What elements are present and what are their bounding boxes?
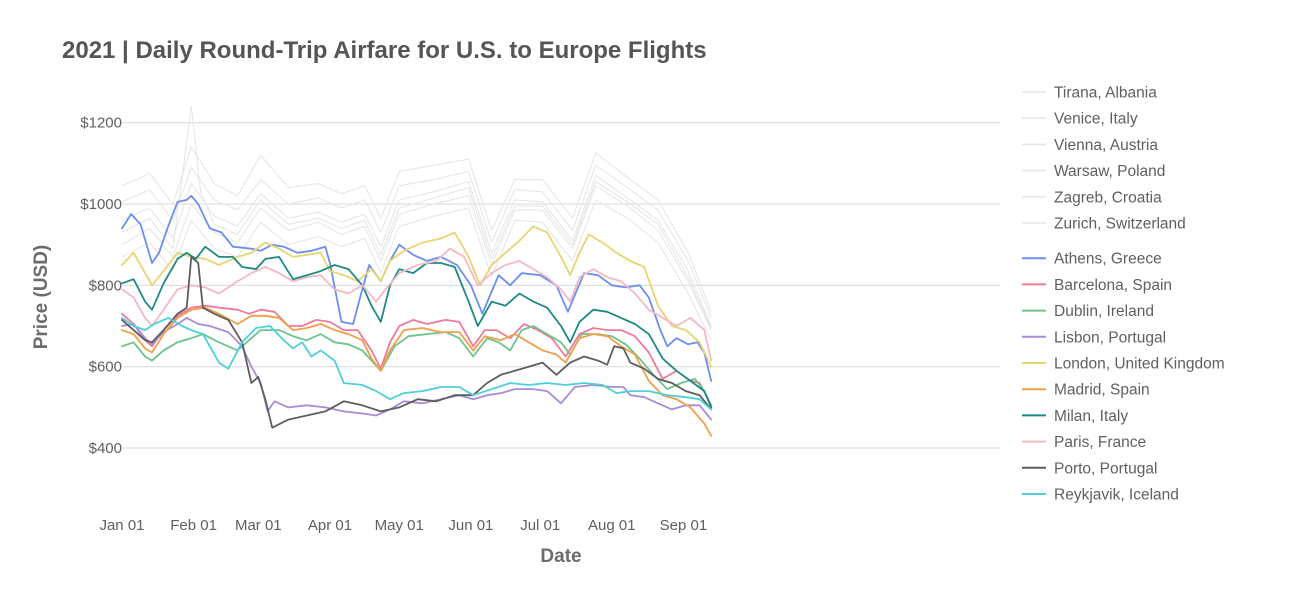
series-line-vienna-austria [121,174,712,327]
series-line-lisbon-portugal [121,317,713,421]
x-tick-label: Mar 01 [235,517,282,534]
legend-label: Venice, Italy [1054,111,1138,128]
series-line-athens-greece [121,194,713,382]
series-line-tirana-albania [121,164,712,319]
x-tick-label: Jul 01 [520,517,560,534]
legend: Tirana, Albania Venice, Italy Vienna, Aust… [1022,85,1225,504]
x-tick-label: Aug 01 [588,517,636,534]
series-line-dublin-ireland [121,325,713,407]
legend-label: Athens, Greece [1054,251,1162,268]
x-tick-label: Jan 01 [99,517,144,534]
background-series [121,105,712,341]
series-line-venice-italy [121,185,712,331]
series-line-warsaw-poland [121,199,712,341]
legend-item-warsaw-poland[interactable]: Warsaw, Poland [1022,163,1165,180]
y-axis: $400 $600 $800 $1000 $1200 [80,115,122,457]
series-line-porto-portugal [121,255,713,429]
x-axis: Jan 01 Feb 01 Mar 01 Apr 01 May 01 Jun 01 Jul … [99,517,707,534]
x-axis-title: Date [540,546,581,567]
legend-label: Zagreb, Croatia [1054,189,1162,206]
legend-label: Tirana, Albania [1054,85,1157,102]
legend-item-lisbon-portugal[interactable]: Lisbon, Portugal [1022,329,1166,346]
y-tick-label: $1000 [80,196,122,213]
x-tick-label: Jun 01 [448,517,493,534]
legend-label: Dublin, Ireland [1054,303,1154,320]
x-tick-label: Apr 01 [308,517,352,534]
series-line-paris-france [121,247,713,362]
series-line-barcelona-spain [121,304,713,407]
legend-item-milan-italy[interactable]: Milan, Italy [1022,408,1128,425]
y-tick-label: $600 [89,359,122,376]
x-tick-label: Feb 01 [170,517,217,534]
legend-item-london-united-kingdom[interactable]: London, United Kingdom [1022,356,1225,373]
series-line-london-united-kingdom [121,225,713,368]
legend-label: Zurich, Switzerland [1054,216,1186,233]
legend-item-reykjavik-iceland[interactable]: Reykjavik, Iceland [1022,487,1179,504]
legend-label: Reykjavik, Iceland [1054,487,1179,504]
legend-item-barcelona-spain[interactable]: Barcelona, Spain [1022,277,1172,294]
legend-label: Madrid, Spain [1054,382,1150,399]
x-tick-label: Sep 01 [660,517,708,534]
series-line-milan-italy [121,245,713,409]
y-tick-label: $400 [89,440,122,457]
legend-label: Porto, Portugal [1054,460,1157,477]
series-line-zagreb-croatia [121,146,712,313]
gridlines [122,122,1000,449]
legend-label: Milan, Italy [1054,408,1128,425]
legend-label: Paris, France [1054,434,1146,451]
legend-label: Vienna, Austria [1054,137,1158,154]
legend-label: Barcelona, Spain [1054,277,1172,294]
legend-label: Lisbon, Portugal [1054,329,1166,346]
x-tick-label: May 01 [375,517,424,534]
legend-item-dublin-ireland[interactable]: Dublin, Ireland [1022,303,1154,320]
y-tick-label: $800 [89,277,122,294]
legend-label: Warsaw, Poland [1054,163,1165,180]
series-line-reykjavik-iceland [121,317,713,411]
legend-item-zurich-switzerland[interactable]: Zurich, Switzerland [1022,216,1186,233]
legend-item-paris-france[interactable]: Paris, France [1022,434,1146,451]
legend-item-venice-italy[interactable]: Venice, Italy [1022,111,1138,128]
series-line-zurich-switzerland [121,105,712,329]
legend-item-tirana-albania[interactable]: Tirana, Albania [1022,85,1157,102]
y-axis-title: Price (USD) [31,245,52,350]
series-line-madrid-spain [121,306,713,437]
legend-item-athens-greece[interactable]: Athens, Greece [1022,251,1162,268]
legend-item-zagreb-croatia[interactable]: Zagreb, Croatia [1022,189,1162,206]
chart-title: 2021 | Daily Round-Trip Airfare for U.S.… [62,37,707,64]
legend-label: London, United Kingdom [1054,356,1225,373]
y-tick-label: $1200 [80,115,122,132]
highlighted-series [121,194,713,437]
legend-item-porto-portugal[interactable]: Porto, Portugal [1022,460,1157,477]
legend-item-vienna-austria[interactable]: Vienna, Austria [1022,137,1158,154]
legend-item-madrid-spain[interactable]: Madrid, Spain [1022,382,1150,399]
